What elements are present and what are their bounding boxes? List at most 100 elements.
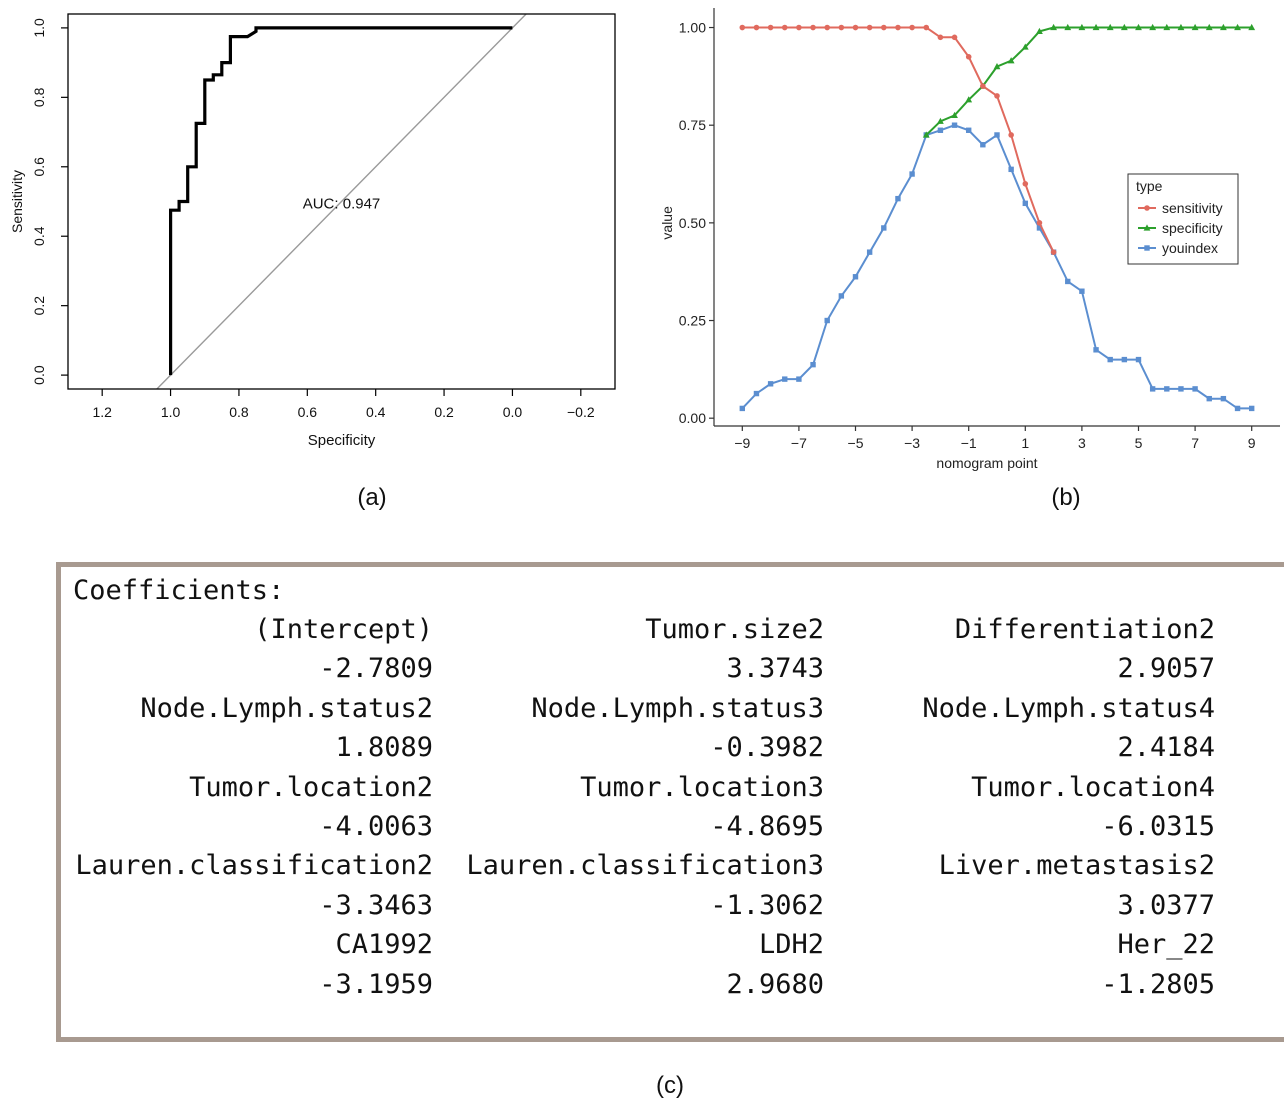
caption-a: (a) [357, 484, 387, 511]
point-specificity [1106, 23, 1114, 31]
series-sensitivity [739, 24, 1057, 255]
y-tick-label-b: 0.75 [679, 117, 706, 133]
point-sensitivity [838, 24, 845, 31]
x-tick-label-a: 1.0 [161, 404, 181, 420]
x-tick-label-a: 0.6 [298, 404, 318, 420]
point-sensitivity [1022, 180, 1029, 187]
x-tick-label-b: −3 [904, 435, 920, 451]
coefficient-name: Tumor.size2 [645, 614, 824, 645]
y-tick-label-b: 0.00 [679, 410, 706, 426]
coefficient-value: -1.3062 [710, 889, 824, 921]
coefficient-value: -0.3982 [710, 732, 824, 764]
point-youindex [1206, 395, 1212, 402]
series-line-youindex [741, 124, 1252, 410]
point-specificity [965, 96, 973, 103]
x-tick-label-a: 0.4 [366, 404, 386, 420]
point-specificity [1177, 23, 1185, 31]
coefficients-panel: Coefficients: (Intercept) Tumor.size2 Diff… [56, 562, 1284, 1042]
coefficient-name: CA1992 [335, 929, 433, 961]
coefficient-value: 2.9057 [1117, 653, 1215, 685]
y-tick-label-a: 0.0 [31, 365, 47, 385]
coefficients-title: Coefficients: [73, 575, 285, 606]
legend-marker-sensitivity [1144, 205, 1150, 211]
y-axis-label-b: value [659, 206, 675, 240]
y-tick-label-a: 0.8 [31, 87, 47, 107]
point-youindex [1022, 200, 1028, 207]
x-tick-label-b: 5 [1135, 435, 1143, 451]
series-line-specificity [925, 26, 1252, 136]
y-tick-label-a: 1.0 [31, 18, 47, 38]
coefficient-value: 3.3743 [726, 653, 824, 685]
x-tick-label-b: 3 [1078, 435, 1086, 451]
coefficient-name: Node.Lymph.status3 [531, 692, 824, 724]
point-youindex [1249, 405, 1255, 412]
point-specificity [1135, 23, 1142, 31]
coefficient-value: -2.7809 [319, 653, 433, 685]
point-youindex [1164, 386, 1170, 392]
coefficient-value: 2.4184 [1117, 732, 1215, 764]
point-specificity [1191, 23, 1199, 31]
point-youindex [1036, 225, 1043, 231]
point-youindex [937, 127, 944, 133]
roc-chart: 1.2 1.0 0.8 0.6 0.4 0.2 0.0 −0.2 0.0 0.2 0.4 0.6 0.8… [9, 13, 616, 449]
y-tick-label-b: 0.25 [679, 313, 706, 329]
x-tick-label-b: −5 [848, 435, 864, 451]
x-tick-label-b: −9 [734, 435, 750, 451]
point-youindex [866, 249, 873, 255]
coefficient-name: (Intercept) [254, 614, 433, 645]
point-youindex [739, 405, 745, 412]
x-axis-label-b: nomogram point [936, 455, 1037, 471]
coefficient-value: -4.0063 [319, 811, 433, 842]
point-youindex [1135, 356, 1142, 363]
point-specificity [1007, 57, 1015, 64]
x-tick-label-b: −7 [791, 435, 807, 451]
coefficient-name: Tumor.location2 [189, 771, 433, 803]
point-youindex [1008, 166, 1014, 173]
coefficient-name: Node.Lymph.status4 [922, 692, 1215, 724]
roc-curve-line [169, 26, 513, 376]
point-youindex [767, 381, 774, 387]
legend-marker-specificity [1143, 224, 1151, 231]
point-sensitivity [866, 24, 873, 31]
point-sensitivity [909, 24, 915, 31]
point-specificity [937, 117, 944, 124]
point-sensitivity [980, 83, 986, 89]
point-sensitivity [1036, 220, 1043, 226]
point-sensitivity [951, 34, 958, 41]
y-axis-label-a: Sensitivity [9, 170, 25, 233]
coefficient-value: -3.3463 [319, 889, 433, 921]
point-specificity [1078, 23, 1086, 31]
point-sensitivity [1008, 132, 1014, 138]
point-specificity [1120, 23, 1128, 31]
point-youindex [824, 317, 830, 324]
point-specificity [1205, 23, 1213, 31]
point-specificity [1036, 27, 1043, 35]
point-youindex [1234, 405, 1241, 412]
point-youindex [852, 274, 859, 280]
point-sensitivity [767, 24, 774, 31]
legend-label-youindex: youindex [1162, 240, 1218, 256]
coefficient-name: Lauren.classification2 [75, 850, 433, 882]
cutoff-chart: 0.00 0.25 0.50 0.75 1.00 −9 −7 −5 −3 −1 1 3 5 7 9 nomog… [659, 8, 1280, 471]
caption-b: (b) [1051, 484, 1081, 511]
x-tick-label-a: −0.2 [567, 404, 595, 420]
point-specificity [922, 131, 930, 138]
coefficient-name: Tumor.location3 [580, 771, 824, 803]
point-sensitivity [994, 93, 1000, 99]
coefficient-name: Tumor.location4 [971, 771, 1215, 803]
series-line-sensitivity [742, 26, 1055, 253]
coefficient-name: Node.Lymph.status2 [140, 692, 433, 724]
point-youindex [994, 132, 1000, 138]
point-specificity [1021, 43, 1029, 50]
series-specificity [922, 23, 1256, 138]
point-specificity [1064, 23, 1072, 31]
diagonal-reference-line [155, 14, 528, 389]
coefficient-name: Differentiation2 [954, 614, 1215, 645]
point-youindex [810, 361, 816, 368]
series-youindex [739, 122, 1255, 412]
coefficient-name: Her_22 [1117, 929, 1215, 961]
point-youindex [782, 376, 788, 382]
y-tick-label-a: 0.4 [31, 226, 47, 246]
point-specificity [1149, 23, 1157, 31]
point-youindex [1107, 356, 1113, 363]
